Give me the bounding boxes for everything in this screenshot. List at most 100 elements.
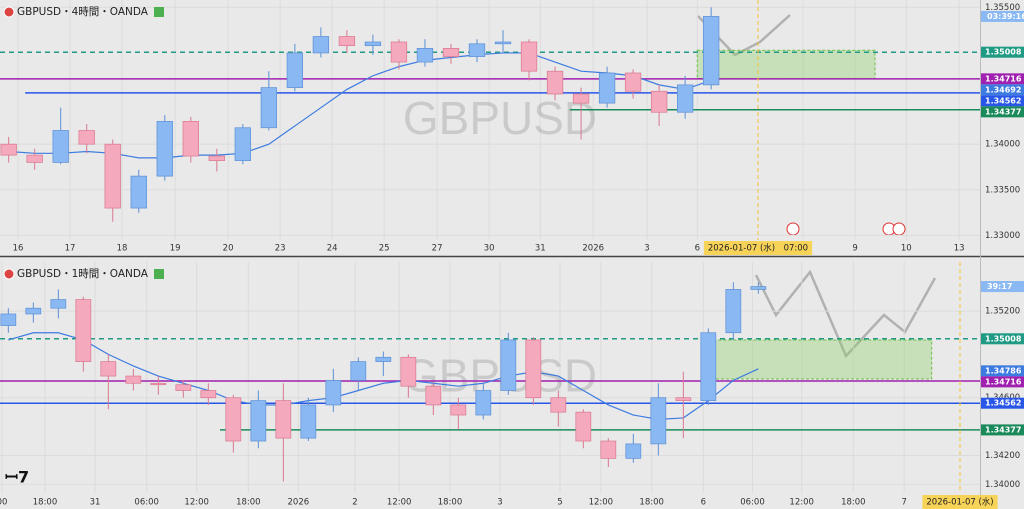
price-label: 1.34377 <box>985 425 1021 434</box>
price-label-box <box>981 333 1024 345</box>
candle-body <box>275 400 292 439</box>
candle-body <box>600 440 617 459</box>
candle-body <box>300 404 317 439</box>
candle-body <box>338 36 356 46</box>
price-label: 1.34692 <box>985 85 1021 94</box>
price-label: 1.34562 <box>985 399 1021 408</box>
y-tick-label: 1.35200 <box>985 307 1020 317</box>
price-label-box <box>981 46 1024 58</box>
candle-body <box>400 356 417 387</box>
x-tick-label: 2 <box>352 498 357 508</box>
x-tick-label: 31 <box>535 244 546 254</box>
price-label-box <box>981 376 1024 388</box>
candle-body <box>130 175 147 209</box>
status-icon <box>154 7 164 17</box>
watermark: GBPUSD <box>403 92 597 144</box>
candle-body <box>182 121 199 157</box>
y-tick-label: 1.34000 <box>985 140 1020 150</box>
x-tick-label: 25 <box>379 244 390 254</box>
x-tick-label: 6 <box>695 244 700 254</box>
candle-body <box>750 286 767 290</box>
price-label-box <box>981 84 1024 96</box>
candle-body <box>325 380 342 406</box>
x-tick-label: 16 <box>13 244 24 254</box>
event-icon <box>786 222 800 236</box>
logo: ꟷ7 <box>5 468 29 487</box>
countdown-box <box>981 10 1024 22</box>
symbol-icon <box>3 268 15 280</box>
candle-body <box>312 36 330 54</box>
candle-body <box>26 154 43 163</box>
x-tick-label: 12:00 <box>184 498 209 508</box>
price-label-box <box>981 106 1024 118</box>
candle-body <box>225 397 242 442</box>
moving-average <box>8 332 759 420</box>
candle-body <box>550 397 567 413</box>
x-tick-label: 17 <box>65 244 76 254</box>
candle-body <box>104 143 121 209</box>
candle-body <box>50 299 67 309</box>
price-label: 1.34377 <box>985 107 1021 116</box>
countdown-box <box>981 281 1024 293</box>
countdown: 39:17 <box>987 282 1012 291</box>
candle-body <box>546 70 564 95</box>
x-tick-label: 18 <box>117 244 128 254</box>
price-label-box <box>981 365 1024 377</box>
x-tick-label: 18:00 <box>33 498 58 508</box>
x-tick-label: 7 <box>901 498 906 508</box>
time-marker-box <box>703 241 813 255</box>
candle-body <box>416 48 434 63</box>
candle-body <box>78 130 95 145</box>
time-marker-label: 2026-01-07 (水) 07:00 <box>708 243 808 254</box>
price-label-box <box>981 95 1024 107</box>
time-marker-box <box>922 495 998 509</box>
price-label-box <box>981 397 1024 409</box>
candle-body <box>625 443 642 459</box>
price-label: 1.34716 <box>985 377 1022 386</box>
x-tick-label: 10 <box>901 244 912 254</box>
x-tick-label: 12:00 <box>387 498 412 508</box>
x-tick-label: 23 <box>275 244 286 254</box>
y-tick-label: 1.34200 <box>985 451 1020 461</box>
x-tick-label: 30 <box>484 244 495 254</box>
target-zone <box>707 339 933 380</box>
x-tick-label: 20 <box>223 244 234 254</box>
candle-body <box>494 41 512 45</box>
x-tick-label: 3 <box>497 498 502 508</box>
target-zone <box>696 49 876 79</box>
candle-body <box>75 299 92 362</box>
price-label-box <box>981 73 1024 85</box>
x-tick-label: 6 <box>701 498 706 508</box>
candle-body <box>208 155 225 161</box>
candle-body <box>475 390 492 416</box>
candle-body <box>675 397 692 401</box>
symbol-icon <box>3 6 15 18</box>
candle-body <box>500 339 517 391</box>
x-tick-label: 06:00 <box>740 498 765 508</box>
price-label: 1.34562 <box>985 96 1021 105</box>
x-tick-label: 9 <box>852 244 857 254</box>
candle-body <box>200 390 217 399</box>
y-tick-label: 1.33500 <box>985 185 1020 195</box>
candle-body <box>624 72 642 92</box>
x-tick-label: 18:00 <box>841 498 866 508</box>
time-marker-label: 2026-01-07 (水) <box>926 497 993 508</box>
candle-body <box>525 339 542 399</box>
candle-body <box>676 84 694 113</box>
candle-body <box>125 375 142 384</box>
x-tick-label: 00 <box>0 498 7 508</box>
price-label: 1.35008 <box>985 334 1022 343</box>
candle-body <box>175 384 192 391</box>
candle-body <box>150 382 167 386</box>
y-tick-label: 1.33000 <box>985 231 1020 241</box>
x-tick-label: 18:00 <box>438 498 463 508</box>
candle-body <box>156 121 173 177</box>
candle-body <box>700 332 717 401</box>
candle-body <box>450 404 467 416</box>
x-tick-label: 27 <box>432 244 443 254</box>
candle-body <box>234 127 251 161</box>
x-tick-label: 18:00 <box>639 498 664 508</box>
candle-body <box>0 313 17 326</box>
